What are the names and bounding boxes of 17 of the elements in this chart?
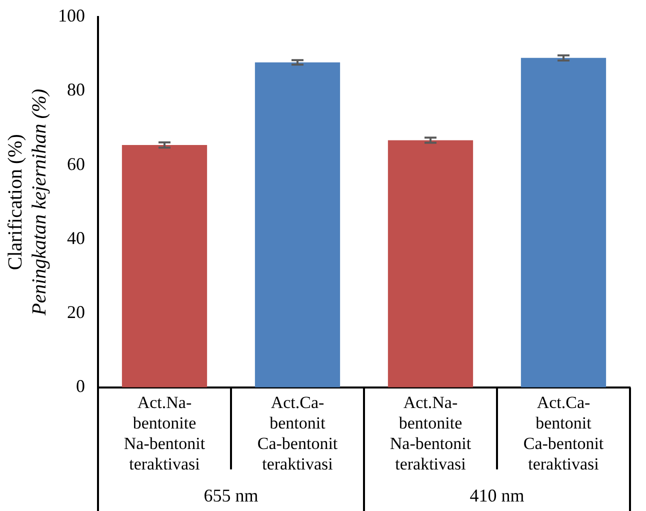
y-tick-label: 40 <box>67 228 85 248</box>
text: 655 nm <box>204 486 258 506</box>
x-tick-label: Act.Na- bentonite Na-bentonit teraktivasi <box>390 393 472 474</box>
bar <box>254 62 340 388</box>
bar <box>520 58 606 388</box>
y-tick-label: 100 <box>58 6 85 26</box>
y-tick-label: 80 <box>67 80 85 100</box>
text: 410 nm <box>470 486 524 506</box>
y-axis-title: Clarification (%) Peningkatan kejernihan (%) <box>4 88 50 316</box>
bar <box>388 140 474 388</box>
bar <box>122 145 208 388</box>
y-tick-label: 20 <box>67 302 85 322</box>
y-tick-label: 60 <box>67 154 85 174</box>
x-tick-label: Act.Ca- bentonit Ca-bentonit teraktivasi <box>523 393 604 474</box>
y-tick-label: 0 <box>76 376 85 396</box>
x-tick-label: Act.Ca- bentonit Ca-bentonit teraktivasi <box>257 393 338 474</box>
x-tick-label: Act.Na- bentonite Na-bentonit teraktivasi <box>124 393 206 474</box>
